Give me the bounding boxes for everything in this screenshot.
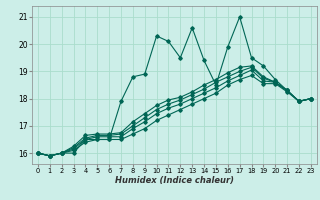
X-axis label: Humidex (Indice chaleur): Humidex (Indice chaleur) <box>115 176 234 185</box>
